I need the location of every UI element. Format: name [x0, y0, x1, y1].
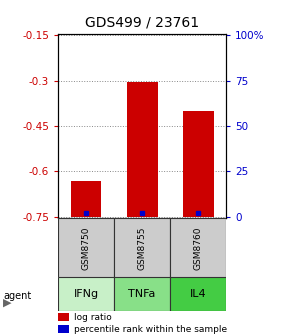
- Bar: [170, 218, 226, 277]
- Text: log ratio: log ratio: [74, 313, 112, 322]
- Bar: [58, 277, 114, 311]
- Bar: [58, 325, 69, 333]
- Bar: [114, 218, 170, 277]
- Text: GSM8750: GSM8750: [81, 226, 90, 269]
- Text: agent: agent: [3, 291, 31, 301]
- Text: ▶: ▶: [3, 297, 11, 307]
- Text: GSM8760: GSM8760: [194, 226, 203, 269]
- Bar: [114, 277, 170, 311]
- Text: IL4: IL4: [190, 289, 206, 299]
- Text: IFNg: IFNg: [73, 289, 99, 299]
- Text: GSM8755: GSM8755: [137, 226, 147, 269]
- Text: percentile rank within the sample: percentile rank within the sample: [74, 325, 227, 334]
- Title: GDS499 / 23761: GDS499 / 23761: [85, 16, 199, 30]
- Bar: [170, 277, 226, 311]
- Bar: [183, 111, 213, 217]
- Text: TNFa: TNFa: [128, 289, 156, 299]
- Bar: [70, 180, 102, 217]
- Bar: [127, 82, 157, 217]
- Bar: [58, 218, 114, 277]
- Bar: [58, 313, 69, 321]
